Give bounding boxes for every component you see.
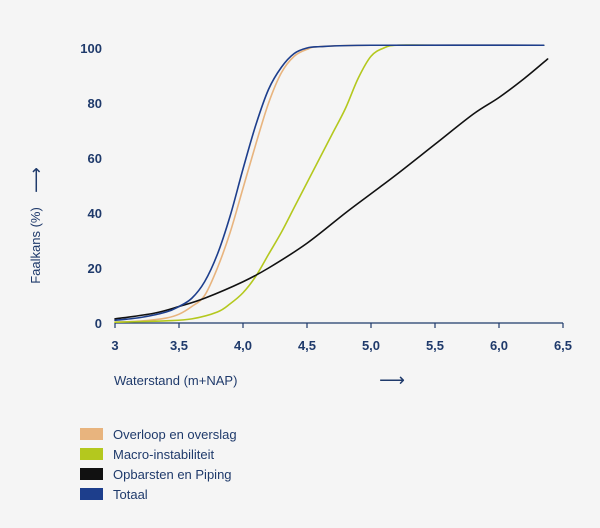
x-tick-label: 6,0 bbox=[490, 338, 508, 353]
series-line-macro bbox=[114, 44, 545, 323]
series-line-overloop bbox=[114, 44, 545, 323]
legend-label-totaal: Totaal bbox=[113, 486, 148, 502]
y-axis-label: Faalkans (%) bbox=[28, 207, 43, 284]
y-tick-label: 40 bbox=[88, 206, 102, 221]
series-line-piping bbox=[114, 58, 549, 320]
legend-item-overloop: Overloop en overslag bbox=[80, 424, 237, 444]
series-line-totaal bbox=[114, 44, 545, 322]
x-tick-label: 4,5 bbox=[298, 338, 316, 353]
x-tick-label: 3,5 bbox=[170, 338, 188, 353]
y-tick-label: 60 bbox=[88, 151, 102, 166]
x-tick-label: 3 bbox=[111, 338, 118, 353]
y-tick-label: 20 bbox=[88, 261, 102, 276]
legend-item-totaal: Totaal bbox=[80, 484, 237, 504]
legend: Overloop en overslag Macro-instabiliteit… bbox=[80, 424, 237, 504]
legend-label-piping: Opbarsten en Piping bbox=[113, 466, 232, 482]
y-axis-arrow: ⟶ bbox=[26, 167, 46, 193]
y-tick-label: 100 bbox=[80, 41, 102, 56]
x-axis-arrow: ⟶ bbox=[379, 370, 405, 390]
y-tick-label: 0 bbox=[95, 316, 102, 331]
legend-item-macro: Macro-instabiliteit bbox=[80, 444, 237, 464]
legend-swatch-macro bbox=[80, 448, 103, 460]
legend-swatch-piping bbox=[80, 468, 103, 480]
x-tick-label: 4,0 bbox=[234, 338, 252, 353]
legend-label-overloop: Overloop en overslag bbox=[113, 426, 237, 442]
x-tick-label: 6,5 bbox=[554, 338, 572, 353]
legend-item-piping: Opbarsten en Piping bbox=[80, 464, 237, 484]
legend-label-macro: Macro-instabiliteit bbox=[113, 446, 215, 462]
x-axis-label: Waterstand (m+NAP) bbox=[114, 373, 237, 388]
y-tick-label: 80 bbox=[88, 96, 102, 111]
legend-swatch-overloop bbox=[80, 428, 103, 440]
legend-swatch-totaal bbox=[80, 488, 103, 500]
x-tick-label: 5,5 bbox=[426, 338, 444, 353]
x-tick-label: 5,0 bbox=[362, 338, 380, 353]
